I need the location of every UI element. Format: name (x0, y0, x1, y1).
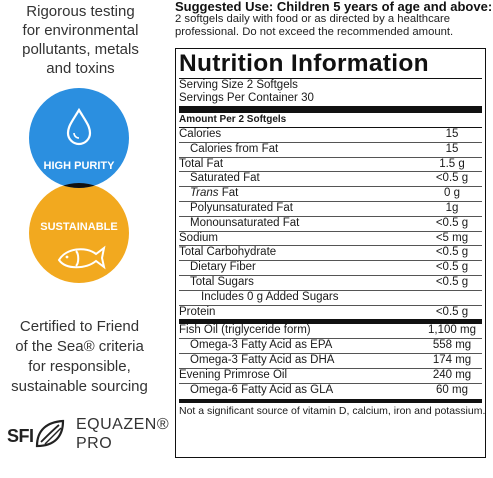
thick-divider (179, 319, 482, 325)
nutrient-row: Omega-6 Fatty Acid as GLA 60 mg (179, 384, 482, 398)
amount-per-serving: Amount Per 2 Softgels (179, 113, 482, 128)
nutrient-amount: <0.5 g (435, 216, 469, 229)
footnote: Not a significant source of vitamin D, c… (179, 405, 486, 418)
certification-logos: SFI EQUAZEN® PRO (3, 412, 169, 462)
nutrient-row: Evening Primrose Oil 240 mg (179, 369, 482, 384)
high-purity-label: HIGH PURITY (44, 160, 116, 172)
badge-graphic: HIGH PURITY SUSTAINABLE (29, 88, 129, 283)
nutrient-label: Total Fat (179, 157, 224, 170)
nutrient-label: Dietary Fiber (190, 261, 256, 274)
equazen-pro-text: PRO (76, 435, 113, 452)
nutrient-label: Monounsaturated Fat (190, 216, 300, 229)
nutrient-row: Dietary Fiber <0.5 g (179, 261, 482, 276)
nutrient-row: Fish Oil (triglyceride form) 1,100 mg (179, 324, 482, 340)
nutrient-row: Sodium <5 mg (179, 232, 482, 247)
purity-line: for environmental (22, 22, 139, 39)
nutrition-panel: Nutrition Information Serving Size 2 Sof… (175, 48, 486, 458)
nutrient-amount: 1,100 mg (428, 324, 476, 337)
nutrient-amount: 174 mg (432, 353, 472, 366)
sourcing-line: Certified to Friend (19, 318, 140, 335)
nutrient-amount: 240 mg (432, 368, 472, 381)
nutrient-row: Calories 15 (179, 128, 482, 143)
nutrient-amount: <0.5 g (435, 305, 469, 318)
nutrient-amount: 15 (445, 128, 459, 140)
nutrient-label: Omega-3 Fatty Acid as EPA (190, 339, 333, 352)
nutrient-label: Saturated Fat (190, 172, 260, 185)
nutrient-amount: <0.5 g (435, 275, 469, 288)
nutrient-row: Total Sugars <0.5 g (179, 276, 482, 291)
suggested-use-body-1: 2 softgels daily with food or as directe… (175, 13, 451, 25)
nutrient-row: Includes 0 g Added Sugars (179, 291, 482, 306)
nutrient-amount: <0.5 g (435, 261, 469, 274)
nutrient-label: Polyunsaturated Fat (190, 201, 293, 214)
sourcing-line: for responsible, (28, 358, 131, 375)
nutrient-label: Includes 0 g Added Sugars (201, 290, 339, 303)
nutrient-row: Omega-3 Fatty Acid as DHA 174 mg (179, 354, 482, 369)
nutrient-row: Monounsaturated Fat <0.5 g (179, 217, 482, 232)
serving-size: Serving Size 2 Softgels (179, 79, 298, 91)
nutrient-label: Sodium (179, 231, 218, 244)
nutrient-label: Protein (179, 305, 216, 318)
sourcing-line: sustainable sourcing (11, 378, 148, 395)
purity-description: Rigorous testing for environmental pollu… (8, 2, 153, 78)
droplet-icon (66, 107, 92, 146)
nutrient-label: Calories from Fat (190, 142, 279, 155)
nutrient-label: Omega-6 Fatty Acid as GLA (190, 383, 334, 396)
suggested-use-title: Suggested Use: Children 5 years of age a… (175, 0, 493, 14)
equazen-logo-text: EQUAZEN® (76, 416, 170, 433)
nutrient-label: Total Carbohydrate (179, 246, 277, 259)
thick-divider (179, 106, 482, 113)
nutrient-amount: <0.5 g (435, 246, 469, 259)
panel-title: Nutrition Information (179, 50, 429, 77)
nutrient-row: Total Fat 1.5 g (179, 158, 482, 173)
nutrient-row: Total Carbohydrate <0.5 g (179, 246, 482, 262)
sfi-logo-text: SFI (7, 426, 34, 446)
nutrient-table: Calories 15 Calories from Fat 15 Total Fat 1.… (179, 128, 482, 319)
nutrient-amount: 15 (445, 142, 459, 155)
nutrient-amount: 1g (445, 201, 459, 214)
nutrient-label: Calories (179, 128, 222, 140)
nutrient-amount: <5 mg (435, 231, 469, 244)
nutrient-label: Omega-3 Fatty Acid as DHA (190, 353, 335, 366)
nutrient-amount: 558 mg (432, 339, 472, 352)
nutrient-label: Trans Fat (190, 187, 239, 200)
servings-per-container: Servings Per Container 30 (179, 91, 314, 104)
purity-sustainable-badge: HIGH PURITY SUSTAINABLE (24, 88, 134, 288)
nutrient-label: Evening Primrose Oil (179, 368, 288, 381)
purity-line: and toxins (46, 60, 115, 77)
nutrient-amount: 0 g (444, 187, 460, 200)
sustainable-label: SUSTAINABLE (40, 221, 117, 233)
purity-line: pollutants, metals (22, 41, 139, 58)
nutrient-label: Total Sugars (190, 275, 254, 288)
suggested-use-body-2: professional. Do not exceed the recommen… (175, 26, 454, 38)
purity-line: Rigorous testing (26, 3, 135, 20)
nutrient-row: Omega-3 Fatty Acid as EPA 558 mg (179, 339, 482, 354)
nutrient-row: Protein <0.5 g (179, 306, 482, 320)
supplement-table: Fish Oil (triglyceride form) 1,100 mg Omeg… (179, 324, 482, 397)
nutrient-amount: 60 mg (436, 383, 468, 396)
nutrient-label: Fish Oil (triglyceride form) (179, 324, 311, 337)
fish-icon (57, 245, 106, 270)
sustainable-circle (29, 183, 129, 283)
nutrient-row: Calories from Fat 15 (179, 143, 482, 158)
suggested-use: Suggested Use: Children 5 years of age a… (175, 0, 493, 39)
divider (179, 78, 482, 79)
sourcing-line: of the Sea® criteria (15, 338, 144, 355)
thick-divider (179, 399, 482, 404)
nutrient-row: Saturated Fat <0.5 g (179, 172, 482, 188)
left-column: Rigorous testing for environmental pollu… (0, 0, 169, 478)
sfi-leaf-icon (35, 419, 65, 448)
nutrient-amount: <0.5 g (435, 172, 469, 185)
nutrient-row: Trans Fat 0 g (179, 187, 482, 202)
sourcing-description: Certified to Friend of the Sea® criteria… (2, 317, 157, 397)
nutrient-amount: 1.5 g (439, 157, 465, 170)
nutrient-row: Polyunsaturated Fat 1g (179, 202, 482, 217)
